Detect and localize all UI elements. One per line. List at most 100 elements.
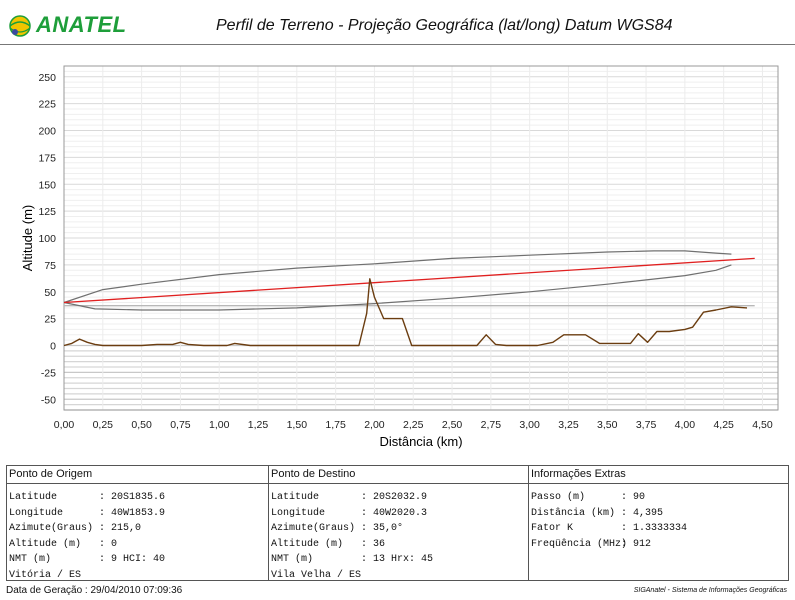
origin-place: Vitória / ES [9,569,82,581]
plot-area [63,65,779,411]
extra-info-panel: Informações Extras Passo (m) : 90 Distânci… [529,466,788,580]
destination-field-label: Altitude (m) [271,538,344,550]
destination-field-label: NMT (m) [271,554,314,565]
extra-info-header: Informações Extras [529,466,788,484]
origin-row: Azimute(Graus) : 215,0 [7,521,268,537]
generation-date: Data de Geração : 29/04/2010 07:09:36 [6,585,183,596]
origin-field-label: Latitude [9,492,58,503]
x-tick-label: 0,50 [131,419,152,431]
anatel-logo: ANATEL [6,6,126,40]
destination-field-value: : 40W2020.3 [361,507,428,519]
y-tick-label: 125 [38,206,56,218]
terrain-series-line [63,278,748,347]
report-header: ANATEL Perfil de Terreno - Projeção Geog… [0,0,795,46]
x-tick-label: 2,25 [403,419,424,431]
destination-row: Latitude : 20S2032.9 [269,490,528,506]
link-series-line [63,257,755,304]
anatel-globe-icon [9,15,31,37]
x-tick-label: 1,75 [325,419,346,431]
origin-field-label: NMT (m) [9,554,52,565]
x-tick-label: 1,50 [287,419,308,431]
origin-row: Altitude (m) : 0 [7,537,268,553]
x-tick-label: 3,50 [597,419,618,431]
y-tick-label: 25 [44,314,56,326]
destination-field-value: : 35,0° [361,523,404,534]
x-tick-label: 0,00 [54,419,75,431]
destination-row: Azimute(Graus): 35,0° [269,521,528,537]
x-tick-label: 2,50 [442,419,463,431]
destination-panel: Ponto de Destino Latitude : 20S2032.9 Long… [269,466,529,581]
y-tick-label: 0 [50,341,56,353]
logo-text: ANATEL [36,12,127,37]
origin-field-value: : 20S1835.6 [99,492,166,503]
x-tick-label: 3,75 [636,419,657,431]
extra-field-value: : 1.3333334 [621,523,688,534]
y-tick-label: 175 [38,152,56,164]
y-tick-label: 200 [38,126,56,138]
info-table: Ponto de Origem Latitude : 20S1835.6 Longi… [6,465,789,581]
y-tick-label: 100 [38,233,56,245]
report-title: Perfil de Terreno - Projeção Geográfica … [216,17,673,34]
destination-field-value: : 13 Hrx: 45 [361,554,434,565]
origin-panel: Ponto de Origem Latitude : 20S1835.6 Longi… [7,466,269,581]
chart-grid [63,65,778,411]
extra-field-label: Passo (m) [531,492,586,503]
destination-place: Vila Velha / ES [271,569,362,581]
origin-header: Ponto de Origem [7,466,268,484]
extra-row: Distância (km) : 4,395 [529,506,788,522]
x-tick-label: 2,00 [364,419,385,431]
x-tick-label: 4,00 [675,419,696,431]
y-tick-label: 250 [38,72,56,84]
extra-field-label: Freqüência (MHz) [531,538,628,550]
x-tick-label: 3,00 [519,419,540,431]
origin-field-label: Longitude [9,507,64,519]
x-tick-label: 3,25 [558,419,579,431]
header-divider [0,44,795,45]
destination-row: NMT (m) : 13 Hrx: 45 [269,552,528,568]
origin-field-value: : 40W1853.9 [99,507,166,519]
extra-field-value: : 912 [621,538,652,550]
y-tick-label: 150 [38,179,56,191]
x-tick-label: 1,00 [209,419,230,431]
y-tick-label: -50 [41,394,56,406]
x-tick-label: 0,25 [93,419,114,431]
extra-row: Fator K : 1.3333334 [529,521,788,537]
system-name: SIGAnatel - Sistema de Informações Geogr… [633,587,787,594]
origin-field-value: : 0 [99,538,118,550]
extra-field-value: : 4,395 [621,507,664,519]
extra-field-value: : 90 [621,492,646,503]
origin-row: Longitude : 40W1853.9 [7,506,268,522]
destination-field-value: : 20S2032.9 [361,492,428,503]
origin-field-label: Azimute(Graus) [9,523,94,534]
chart-series [63,250,755,347]
destination-row: Altitude (m) : 36 [269,537,528,553]
y-tick-label: 75 [44,260,56,272]
destination-field-label: Longitude [271,507,326,519]
destination-field-value: : 36 [361,538,386,550]
fresnel-upper-series-line [63,250,732,304]
destination-header: Ponto de Destino [269,466,528,484]
origin-field-label: Altitude (m) [9,538,82,550]
origin-row: NMT (m) : 9 HCI: 40 [7,552,268,568]
fresnel-lower-series-line [63,264,732,311]
y-tick-label: 225 [38,99,56,111]
extra-field-label: Distância (km) [531,507,616,519]
x-tick-label: 4,50 [752,419,773,431]
x-axis-label: Distância (km) [379,434,462,449]
origin-field-value: : 9 HCI: 40 [99,554,166,565]
origin-row: Latitude : 20S1835.6 [7,490,268,506]
extra-row: Passo (m) : 90 [529,490,788,506]
extra-field-label: Fator K [531,523,574,534]
x-tick-label: 1,25 [248,419,269,431]
y-tick-label: 50 [44,287,56,299]
x-tick-label: 0,75 [170,419,191,431]
y-axis-label: Altitude (m) [20,205,35,271]
origin-field-value: : 215,0 [99,523,142,534]
destination-field-label: Latitude [271,492,320,503]
extra-row: Freqüência (MHz): 912 [529,537,788,553]
x-tick-label: 4,25 [713,419,734,431]
x-tick-label: 2,75 [481,419,502,431]
y-tick-label: -25 [41,367,56,379]
